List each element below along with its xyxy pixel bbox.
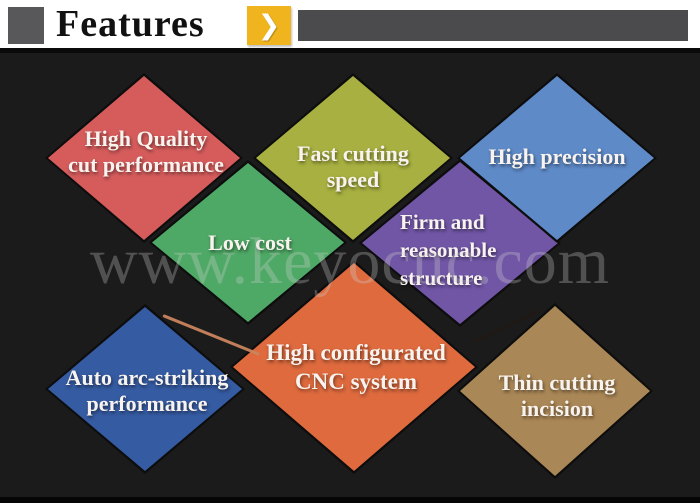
header-underline [0,48,700,53]
label-firm-structure: Firm and reasonable structure [400,210,497,290]
header-left-square [8,7,44,44]
watermark: www.keyocnc.com [89,225,611,298]
chevron-right-icon: ❯ [247,6,291,45]
label-fast-cutting: Fast cutting speed [297,141,409,192]
page-title: Features [56,3,205,45]
label-high-precision: High precision [488,144,626,169]
label-low-cost: Low cost [208,230,292,255]
label-cnc-system: High configurated CNC system [266,340,446,394]
bottom-strip [0,497,700,503]
header-divider-bar [298,10,688,41]
label-high-quality: High Quality cut performance [68,126,224,177]
label-auto-arc: Auto arc-striking performance [65,365,229,416]
header-bar: Features ❯ [0,0,700,48]
label-thin-incision: Thin cutting incision [498,370,616,421]
